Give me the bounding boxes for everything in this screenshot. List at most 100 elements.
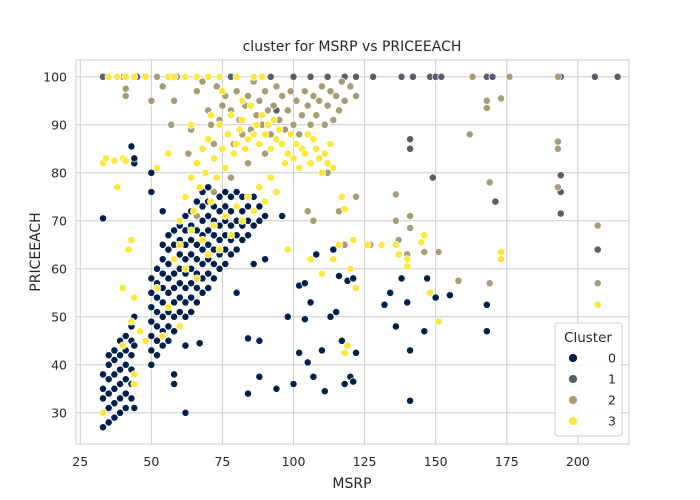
point-cluster-3 <box>241 144 250 153</box>
point-cluster-3 <box>329 255 338 264</box>
point-cluster-0 <box>130 404 139 412</box>
point-cluster-0 <box>244 389 252 398</box>
legend-label-1: 1 <box>608 372 616 387</box>
x-axis-title: MSRP <box>332 476 371 492</box>
point-cluster-3 <box>124 245 133 254</box>
point-cluster-0 <box>209 231 218 240</box>
point-cluster-0 <box>335 272 343 280</box>
point-cluster-3 <box>497 255 506 264</box>
point-cluster-0 <box>99 394 107 403</box>
point-cluster-0 <box>121 375 130 384</box>
point-cluster-2 <box>218 101 227 110</box>
point-cluster-0 <box>130 154 139 163</box>
point-cluster-3 <box>170 255 179 264</box>
y-axis-title: PRICEEACH <box>28 212 44 291</box>
point-cluster-0 <box>187 293 196 302</box>
point-cluster-0 <box>99 423 107 432</box>
point-cluster-2 <box>184 149 193 158</box>
point-cluster-0 <box>153 336 161 345</box>
point-cluster-1 <box>613 72 622 81</box>
point-cluster-0 <box>130 341 139 350</box>
point-cluster-3 <box>121 72 130 81</box>
point-cluster-3 <box>394 250 403 259</box>
point-cluster-3 <box>187 226 196 235</box>
point-cluster-2 <box>158 82 167 91</box>
point-cluster-3 <box>417 238 426 247</box>
point-cluster-0 <box>181 341 190 350</box>
point-cluster-0 <box>204 183 213 192</box>
y-axis-ticks: 30 40 50 60 70 80 90 100 <box>43 69 67 420</box>
point-cluster-0 <box>153 293 161 302</box>
x-tick-label: 175 <box>495 454 519 469</box>
point-cluster-0 <box>181 408 190 417</box>
point-cluster-0 <box>249 221 258 230</box>
point-cluster-2 <box>406 212 415 220</box>
point-cluster-0 <box>164 336 173 345</box>
point-cluster-0 <box>204 269 213 278</box>
y-tick-label: 80 <box>51 165 67 180</box>
point-cluster-2 <box>391 190 400 199</box>
y-tick-label: 40 <box>51 357 67 372</box>
point-cluster-3 <box>130 380 139 388</box>
point-cluster-1 <box>266 72 275 81</box>
point-cluster-3 <box>281 159 289 168</box>
point-cluster-0 <box>121 389 130 398</box>
x-tick-label: 50 <box>143 454 159 469</box>
point-cluster-0 <box>175 308 184 316</box>
point-cluster-0 <box>380 300 389 309</box>
point-cluster-3 <box>232 72 241 81</box>
point-cluster-2 <box>420 248 429 256</box>
point-cluster-3 <box>249 207 258 216</box>
point-cluster-2 <box>269 101 278 110</box>
point-cluster-3 <box>201 168 210 177</box>
point-cluster-3 <box>192 159 201 168</box>
point-cluster-3 <box>164 303 173 312</box>
point-cluster-0 <box>104 351 113 360</box>
point-cluster-3 <box>130 72 139 81</box>
point-cluster-3 <box>229 149 238 158</box>
point-cluster-0 <box>406 396 415 405</box>
point-cluster-2 <box>315 96 324 105</box>
point-cluster-3 <box>198 144 207 153</box>
point-cluster-0 <box>195 339 204 348</box>
point-cluster-0 <box>255 202 264 211</box>
legend-marker-1 <box>568 374 578 384</box>
point-cluster-0 <box>204 240 213 249</box>
point-cluster-2 <box>303 207 312 216</box>
point-cluster-0 <box>127 394 136 403</box>
point-cluster-0 <box>116 380 125 388</box>
point-cluster-2 <box>454 276 463 285</box>
point-cluster-2 <box>505 72 514 81</box>
point-cluster-0 <box>170 298 179 307</box>
point-cluster-2 <box>167 120 176 129</box>
point-cluster-3 <box>218 87 227 96</box>
x-tick-label: 150 <box>424 454 448 469</box>
point-cluster-0 <box>170 370 179 379</box>
point-cluster-0 <box>110 370 119 379</box>
point-cluster-0 <box>158 240 167 249</box>
point-cluster-0 <box>198 245 207 254</box>
point-cluster-2 <box>320 120 329 129</box>
point-cluster-3 <box>215 72 224 81</box>
point-cluster-3 <box>391 240 400 249</box>
point-cluster-2 <box>278 92 287 100</box>
point-cluster-1 <box>406 144 415 153</box>
x-tick-label: 100 <box>282 454 306 469</box>
point-cluster-3 <box>175 216 184 225</box>
point-cluster-3 <box>337 192 346 201</box>
point-cluster-0 <box>164 288 173 297</box>
legend-marker-2 <box>568 395 578 405</box>
point-cluster-0 <box>158 312 167 321</box>
point-cluster-3 <box>286 130 295 139</box>
point-cluster-2 <box>244 92 252 100</box>
point-cluster-3 <box>306 159 315 168</box>
point-cluster-0 <box>164 245 173 254</box>
point-cluster-1 <box>590 72 599 81</box>
point-cluster-3 <box>153 164 161 172</box>
plot-area <box>75 59 630 445</box>
point-cluster-0 <box>110 356 119 364</box>
point-cluster-1 <box>352 72 361 81</box>
point-cluster-0 <box>391 322 400 331</box>
point-cluster-3 <box>141 336 150 345</box>
point-cluster-3 <box>261 130 270 139</box>
